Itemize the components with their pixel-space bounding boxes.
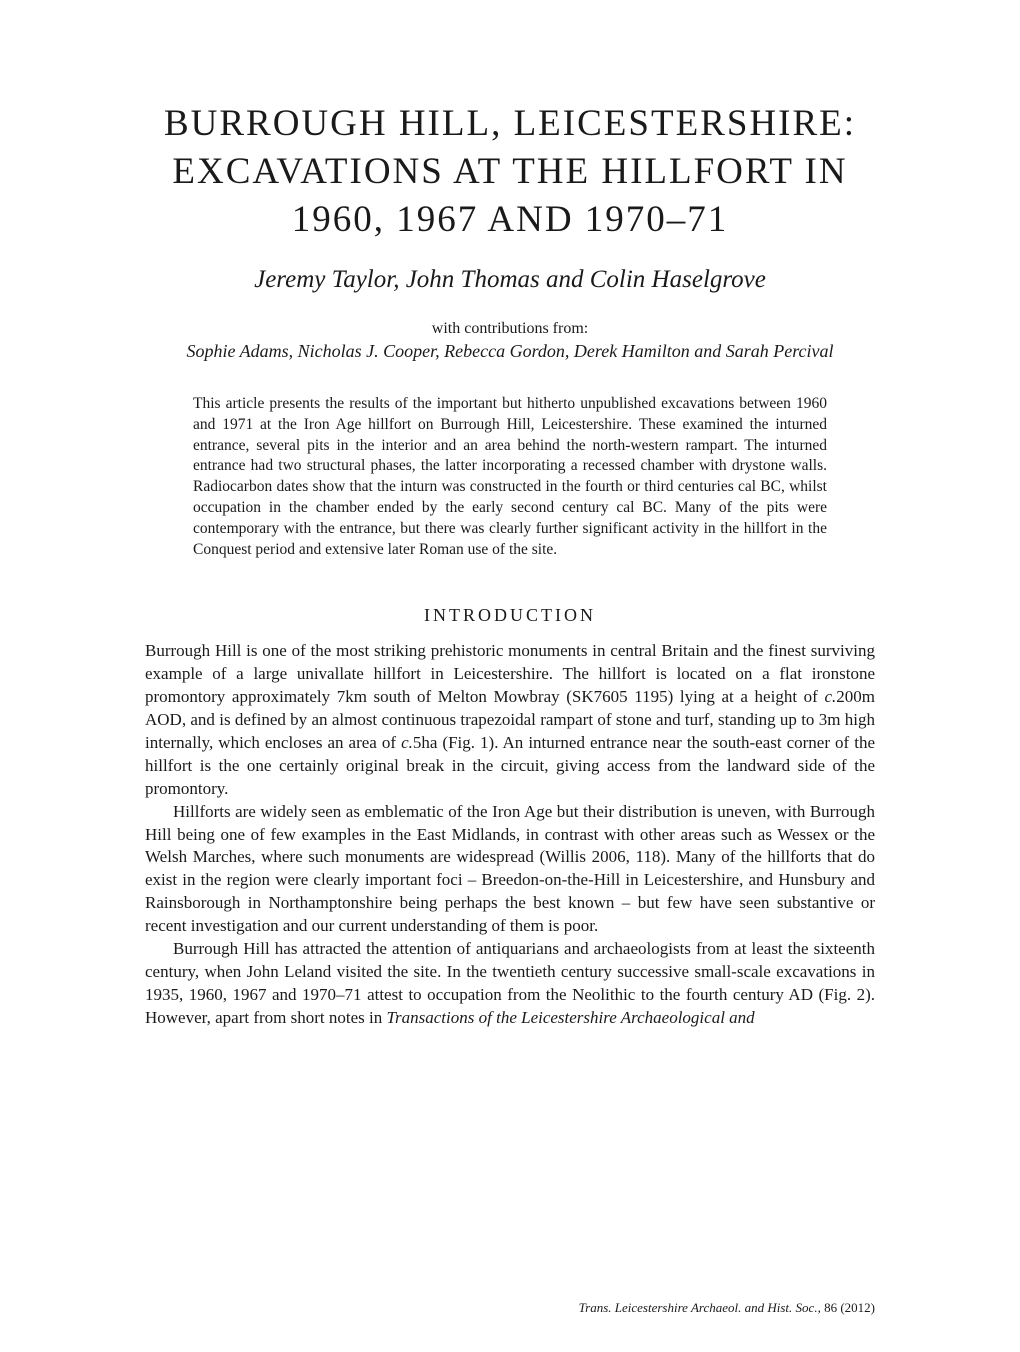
body-paragraph-3: Burrough Hill has attracted the attentio…	[145, 938, 875, 1030]
body-paragraph-1: Burrough Hill is one of the most strikin…	[145, 640, 875, 801]
article-title: BURROUGH HILL, LEICESTERSHIRE: EXCAVATIO…	[145, 100, 875, 244]
para3-italic-b: Transactions of the Leicestershire Archa…	[387, 1008, 755, 1027]
section-heading-introduction: INTRODUCTION	[145, 605, 875, 626]
footer-volume: 86 (2012)	[821, 1300, 875, 1315]
abstract: This article presents the results of the…	[145, 394, 875, 561]
body-paragraph-2: Hillforts are widely seen as emblematic …	[145, 801, 875, 939]
footer-journal: Trans. Leicestershire Archaeol. and Hist…	[579, 1300, 821, 1315]
contributors: Sophie Adams, Nicholas J. Cooper, Rebecc…	[145, 340, 875, 363]
contributions-label: with contributions from:	[145, 320, 875, 338]
authors: Jeremy Taylor, John Thomas and Colin Has…	[145, 266, 875, 294]
para1-italic-d: c.	[401, 733, 413, 752]
para1-text-a: Burrough Hill is one of the most strikin…	[145, 641, 875, 706]
para1-italic-b: c.	[824, 687, 836, 706]
page-footer: Trans. Leicestershire Archaeol. and Hist…	[579, 1300, 875, 1316]
